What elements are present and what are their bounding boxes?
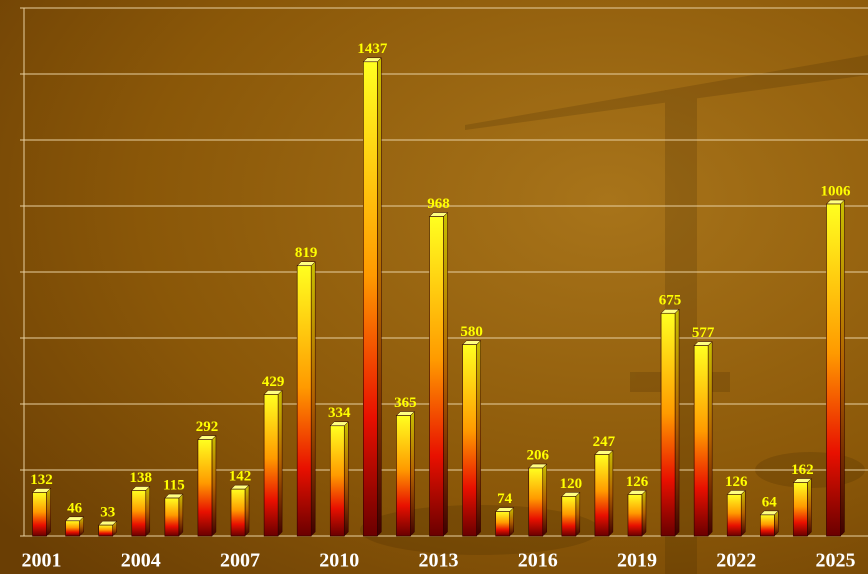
- bar: [297, 266, 311, 536]
- bar-side: [377, 58, 381, 536]
- bar-side: [344, 422, 348, 536]
- value-label: 292: [196, 419, 219, 435]
- value-label: 120: [560, 476, 583, 492]
- value-label: 206: [526, 447, 549, 463]
- bar: [132, 490, 146, 536]
- bar: [463, 345, 477, 536]
- bar-side: [576, 492, 580, 536]
- bar-side: [708, 342, 712, 536]
- bar-side: [774, 511, 778, 536]
- value-label: 968: [427, 196, 450, 212]
- bar: [694, 346, 708, 536]
- value-label: 115: [163, 477, 185, 493]
- value-label: 162: [791, 462, 814, 478]
- bar: [529, 468, 543, 536]
- value-label: 1437: [357, 41, 388, 57]
- bar: [165, 498, 179, 536]
- page: 2001 132 46 33 2004 138 115 292 2007 142 429 819 201…: [0, 0, 868, 574]
- value-label: 819: [295, 245, 318, 261]
- value-label: 64: [762, 494, 778, 510]
- value-label: 247: [593, 434, 616, 450]
- value-label: 46: [67, 500, 83, 516]
- bar: [496, 512, 510, 536]
- x-tick-label: 2025: [815, 550, 855, 572]
- value-label: 126: [626, 474, 649, 490]
- bar-side: [807, 479, 811, 536]
- bar: [628, 494, 642, 536]
- x-tick-label: 2004: [121, 550, 161, 572]
- bar-side: [311, 262, 315, 536]
- bar: [430, 217, 444, 536]
- x-tick-label: 2013: [419, 550, 459, 572]
- bar: [727, 494, 741, 536]
- bar: [661, 313, 675, 536]
- value-label: 138: [130, 470, 153, 486]
- x-tick-label: 2007: [220, 550, 260, 572]
- value-label: 365: [394, 395, 417, 411]
- bar: [595, 454, 609, 536]
- value-label: 142: [229, 469, 252, 485]
- x-tick-label: 2019: [617, 550, 657, 572]
- value-label: 132: [30, 472, 53, 488]
- x-tick-label: 2022: [716, 550, 756, 572]
- value-label: 126: [725, 474, 748, 490]
- bar: [198, 440, 212, 536]
- bar-side: [444, 213, 448, 536]
- bar: [66, 521, 80, 536]
- bar: [363, 62, 377, 536]
- bar: [99, 525, 113, 536]
- bar-side: [146, 486, 150, 536]
- value-label: 1006: [820, 183, 851, 199]
- bar: [793, 483, 807, 536]
- value-label: 675: [659, 293, 682, 309]
- bar-side: [47, 488, 51, 536]
- bar: [760, 515, 774, 536]
- bar-side: [245, 485, 249, 536]
- bar-side: [510, 508, 514, 536]
- value-label: 429: [262, 374, 285, 390]
- bar-side: [543, 464, 547, 536]
- bar-side: [675, 309, 679, 536]
- value-label: 33: [100, 505, 115, 521]
- bar: [562, 496, 576, 536]
- bar: [264, 394, 278, 536]
- bar-side: [278, 390, 282, 536]
- chart: 2001 132 46 33 2004 138 115 292 2007 142 429 819 201…: [0, 0, 868, 574]
- bar-side: [741, 490, 745, 536]
- bar-side: [410, 412, 414, 536]
- value-label: 580: [460, 324, 483, 340]
- bar-side: [477, 341, 481, 536]
- value-label: 74: [497, 491, 513, 507]
- x-tick-label: 2010: [319, 550, 359, 572]
- x-tick-label: 2016: [518, 550, 558, 572]
- bar-side: [212, 436, 216, 536]
- bar: [826, 204, 840, 536]
- value-label: 334: [328, 405, 351, 421]
- bar-side: [642, 490, 646, 536]
- bar-side: [840, 200, 844, 536]
- bar-side: [179, 494, 183, 536]
- bar: [396, 416, 410, 536]
- bar: [33, 492, 47, 536]
- bar-side: [609, 450, 613, 536]
- x-tick-label: 2001: [22, 550, 62, 572]
- value-label: 577: [692, 325, 715, 341]
- bar: [231, 489, 245, 536]
- bar: [330, 426, 344, 536]
